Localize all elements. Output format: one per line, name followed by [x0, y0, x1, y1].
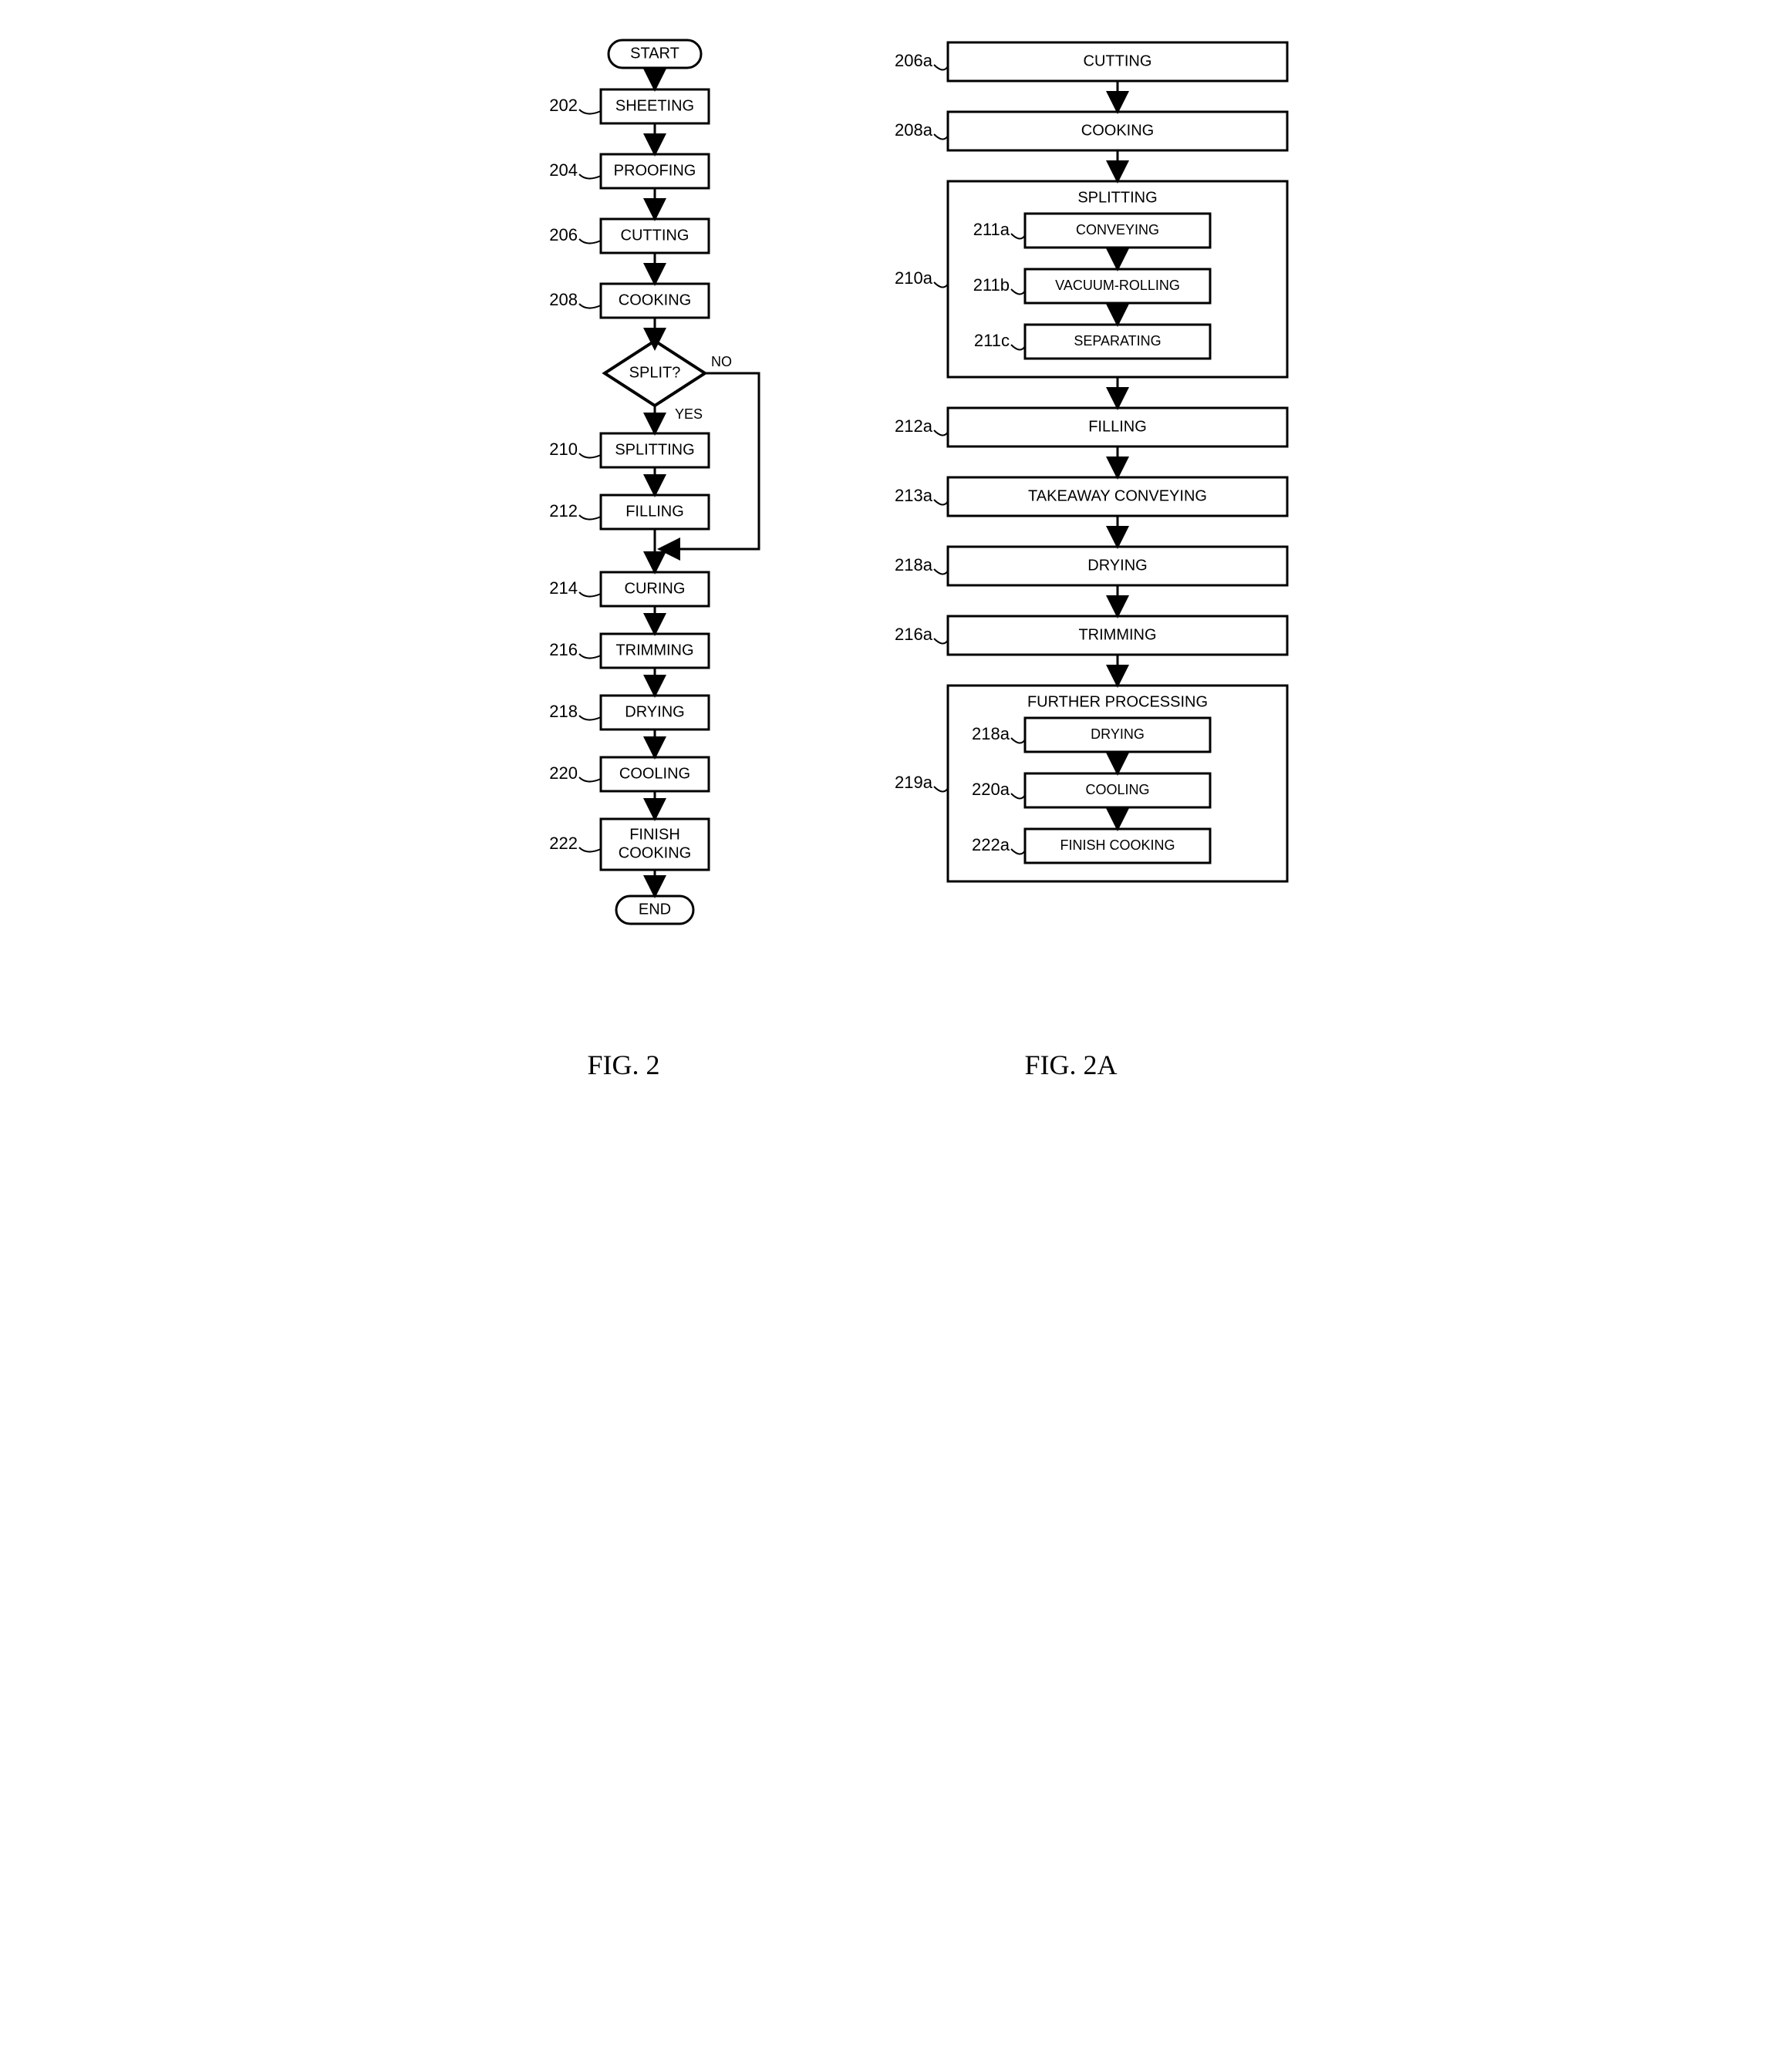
- fig2-column: START SHEETING 202 PROOFING 204 CUTTING 206 COO…: [477, 31, 770, 1081]
- fig2a-svg: CUTTING 206a COOKING 208a SPLITTING 210a CONVE…: [832, 31, 1310, 1033]
- svg-text:CURING: CURING: [624, 580, 685, 597]
- svg-text:CUTTING: CUTTING: [1083, 52, 1151, 69]
- svg-text:PROOFING: PROOFING: [613, 162, 696, 179]
- svg-text:CONVEYING: CONVEYING: [1075, 222, 1158, 238]
- svg-text:COOKING: COOKING: [618, 844, 690, 861]
- fig2-svg: START SHEETING 202 PROOFING 204 CUTTING 206 COO…: [477, 31, 770, 1033]
- svg-text:COOLING: COOLING: [1085, 782, 1149, 797]
- svg-text:218a: 218a: [895, 555, 933, 574]
- svg-text:VACUUM-ROLLING: VACUUM-ROLLING: [1055, 278, 1180, 293]
- svg-text:START: START: [630, 45, 679, 62]
- svg-text:220: 220: [549, 763, 578, 783]
- svg-text:FINISH COOKING: FINISH COOKING: [1060, 837, 1175, 853]
- svg-text:FURTHER PROCESSING: FURTHER PROCESSING: [1027, 693, 1207, 710]
- svg-text:213a: 213a: [895, 486, 933, 505]
- svg-text:COOKING: COOKING: [1081, 122, 1153, 139]
- svg-text:TRIMMING: TRIMMING: [1078, 626, 1156, 643]
- svg-text:END: END: [638, 901, 670, 918]
- svg-text:SPLIT?: SPLIT?: [629, 364, 680, 381]
- svg-text:TAKEAWAY CONVEYING: TAKEAWAY CONVEYING: [1028, 487, 1207, 504]
- svg-text:211b: 211b: [973, 275, 1009, 295]
- svg-text:206: 206: [549, 225, 578, 244]
- svg-text:211a: 211a: [973, 220, 1010, 239]
- svg-text:COOKING: COOKING: [618, 291, 690, 308]
- svg-text:208a: 208a: [895, 120, 933, 140]
- svg-text:212: 212: [549, 501, 578, 521]
- svg-text:202: 202: [549, 96, 578, 115]
- svg-text:222: 222: [549, 834, 578, 853]
- svg-text:212a: 212a: [895, 416, 933, 436]
- svg-text:222a: 222a: [972, 835, 1010, 854]
- svg-text:208: 208: [549, 290, 578, 309]
- svg-text:SPLITTING: SPLITTING: [615, 441, 694, 458]
- svg-text:219a: 219a: [895, 773, 933, 792]
- svg-text:211c: 211c: [973, 331, 1009, 350]
- svg-text:YES: YES: [675, 406, 703, 422]
- svg-text:COOLING: COOLING: [619, 765, 690, 782]
- fig2a-caption: FIG. 2A: [1024, 1049, 1117, 1081]
- svg-text:FINISH: FINISH: [629, 826, 680, 843]
- svg-text:DRYING: DRYING: [1087, 557, 1147, 574]
- svg-text:210: 210: [549, 440, 578, 459]
- svg-text:206a: 206a: [895, 51, 933, 70]
- svg-text:216: 216: [549, 640, 578, 659]
- fig2a-column: CUTTING 206a COOKING 208a SPLITTING 210a CONVE…: [832, 31, 1310, 1081]
- svg-text:210a: 210a: [895, 268, 933, 288]
- svg-text:CUTTING: CUTTING: [620, 227, 689, 244]
- svg-text:NO: NO: [711, 354, 732, 369]
- fig2-caption: FIG. 2: [587, 1049, 659, 1081]
- svg-text:218: 218: [549, 702, 578, 721]
- svg-text:SEPARATING: SEPARATING: [1074, 333, 1161, 349]
- svg-text:SPLITTING: SPLITTING: [1077, 189, 1157, 206]
- svg-text:204: 204: [549, 160, 578, 180]
- svg-text:TRIMMING: TRIMMING: [615, 642, 693, 659]
- svg-text:214: 214: [549, 578, 578, 598]
- svg-text:FILLING: FILLING: [1088, 418, 1147, 435]
- svg-text:220a: 220a: [972, 780, 1010, 799]
- svg-text:DRYING: DRYING: [625, 703, 684, 720]
- svg-text:FILLING: FILLING: [625, 503, 684, 520]
- svg-text:DRYING: DRYING: [1091, 726, 1145, 742]
- svg-text:SHEETING: SHEETING: [615, 97, 693, 114]
- svg-text:218a: 218a: [972, 724, 1010, 743]
- svg-text:216a: 216a: [895, 625, 933, 644]
